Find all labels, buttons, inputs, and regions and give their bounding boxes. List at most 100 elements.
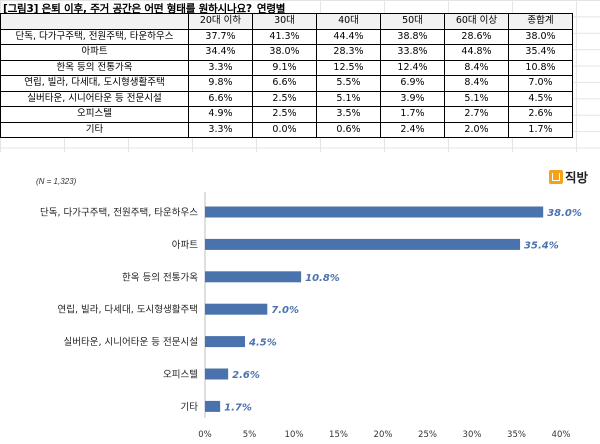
table-cell: 8.4% — [444, 75, 509, 92]
table-cell: 2.4% — [380, 121, 445, 138]
x-tick-label: 5% — [243, 430, 257, 440]
table-row: 오피스텔 4.9% 2.5% 3.5% 1.7% 2.7% 2.6% — [0, 106, 573, 123]
table-row: 단독, 다가구주택, 전원주택, 타운하우스 37.7% 41.3% 44.4% 38.… — [0, 28, 573, 45]
table-row: 기타 3.3% 0.0% 0.6% 2.4% 2.0% 1.7% — [0, 121, 573, 138]
table-row: 연립, 빌라, 다세대, 도시형생활주택 9.8% 6.6% 5.5% 6.9% 8.4%… — [0, 75, 573, 92]
data-label: 10.8% — [305, 273, 340, 284]
data-label: 38.0% — [547, 208, 582, 219]
table-cell: 7.0% — [508, 75, 573, 92]
category-label: 오피스텔 — [163, 369, 198, 381]
bar — [205, 238, 521, 250]
house-icon — [549, 169, 563, 184]
table-row: 아파트 34.4% 38.0% 28.3% 33.8% 44.8% 35.4% — [0, 44, 573, 61]
sample-size-note: (N = 1,323) — [36, 177, 77, 186]
table-cell: 9.8% — [188, 75, 253, 92]
table-cell: 2.0% — [444, 121, 509, 138]
bar — [205, 368, 229, 380]
bar — [205, 336, 246, 348]
table-cell: 5.1% — [444, 90, 509, 107]
table-header-cell: 60대 이상 — [444, 13, 509, 30]
table-cell: 28.6% — [444, 28, 509, 45]
spreadsheet-area: [그림3] 은퇴 이후, 주거 공간은 어떤 형태를 원하시나요?_연령별 20… — [0, 0, 600, 152]
table-cell: 2.6% — [508, 106, 573, 123]
x-tick-label: 10% — [285, 430, 304, 440]
table-cell: 8.4% — [444, 59, 509, 76]
x-tick-label: 15% — [329, 430, 348, 440]
table-cell: 0.0% — [252, 121, 317, 138]
logo-text: 직방 — [565, 170, 589, 185]
table-row-label: 연립, 빌라, 다세대, 도시형생활주택 — [0, 75, 189, 92]
table-row: 한옥 등의 전통가옥 3.3% 9.1% 12.5% 12.4% 8.4% 10.8% — [0, 59, 573, 76]
table-row-label: 아파트 — [0, 44, 189, 61]
x-tick-label: 35% — [507, 430, 526, 440]
table-header-cell: 40대 — [316, 13, 381, 30]
table-cell: 5.1% — [316, 90, 381, 107]
table-row-label: 기타 — [0, 121, 189, 138]
table-header-cell — [0, 13, 189, 30]
category-label: 아파트 — [172, 240, 198, 251]
table-header-row: 20대 이하 30대 40대 50대 60대 이상 종합계 — [0, 13, 573, 30]
category-label: 실버타운, 시니어타운 등 전문시설 — [64, 337, 198, 348]
category-label: 연립, 빌라, 다세대, 도시형생활주택 — [58, 304, 198, 316]
table-cell: 10.8% — [508, 59, 573, 76]
table-cell: 44.4% — [316, 28, 381, 45]
table-cell: 2.5% — [252, 90, 317, 107]
table-cell: 0.6% — [316, 121, 381, 138]
table-cell: 6.9% — [380, 75, 445, 92]
table-cell: 5.5% — [316, 75, 381, 92]
table-cell: 41.3% — [252, 28, 317, 45]
data-label: 7.0% — [271, 305, 299, 316]
table-row-label: 오피스텔 — [0, 106, 189, 123]
data-label: 35.4% — [524, 240, 559, 251]
table-header-cell: 50대 — [380, 13, 445, 30]
table-cell: 3.3% — [188, 121, 253, 138]
category-label: 한옥 등의 전통가옥 — [122, 272, 198, 283]
table-cell: 34.4% — [188, 44, 253, 61]
table-cell: 6.6% — [188, 90, 253, 107]
table-cell: 12.5% — [316, 59, 381, 76]
x-tick-label: 20% — [374, 430, 393, 440]
table-cell: 35.4% — [508, 44, 573, 61]
table-row: 실버타운, 시니어타운 등 전문시설 6.6% 2.5% 5.1% 3.9% 5.1% 4.… — [0, 90, 573, 107]
table-row-label: 한옥 등의 전통가옥 — [0, 59, 189, 76]
table-cell: 44.8% — [444, 44, 509, 61]
table-cell: 12.4% — [380, 59, 445, 76]
table-cell: 1.7% — [380, 106, 445, 123]
table-cell: 38.0% — [508, 28, 573, 45]
table-cell: 37.7% — [188, 28, 253, 45]
table-row-label: 실버타운, 시니어타운 등 전문시설 — [0, 90, 189, 107]
table-cell: 28.3% — [316, 44, 381, 61]
table-cell: 1.7% — [508, 121, 573, 138]
bar-chart: 단독, 다가구주택, 전원주택, 타운하우스 38.0% 아파트 35.4% 한옥 등의… — [40, 192, 582, 440]
bar — [205, 400, 221, 412]
x-tick-label: 40% — [552, 430, 571, 440]
table-cell: 4.9% — [188, 106, 253, 123]
sheet-title: [그림3] 은퇴 이후, 주거 공간은 어떤 형태를 원하시나요?_연령별 — [3, 1, 290, 16]
brand-logo: 직방 — [549, 167, 588, 186]
bar — [205, 303, 268, 315]
table-cell: 4.5% — [508, 90, 573, 107]
table-row-label: 단독, 다가구주택, 전원주택, 타운하우스 — [0, 28, 189, 45]
table-cell: 38.8% — [380, 28, 445, 45]
x-tick-label: 25% — [418, 430, 437, 440]
table-cell: 3.3% — [188, 59, 253, 76]
table-cell: 6.6% — [252, 75, 317, 92]
table-header-cell: 종합계 — [508, 13, 573, 30]
data-label: 4.5% — [248, 338, 277, 349]
table-cell: 9.1% — [252, 59, 317, 76]
table-header-cell: 20대 이하 — [188, 13, 253, 30]
table-cell: 2.7% — [444, 106, 509, 123]
category-label: 기타 — [181, 402, 199, 413]
data-label: 2.6% — [232, 370, 260, 381]
data-table: 20대 이하 30대 40대 50대 60대 이상 종합계 단독, 다가구주택, 전원주택,… — [0, 13, 573, 138]
x-tick-label: 30% — [463, 430, 482, 440]
data-label: 1.7% — [224, 402, 252, 413]
table-cell: 2.5% — [252, 106, 317, 123]
category-label: 단독, 다가구주택, 전원주택, 타운하우스 — [40, 207, 198, 219]
table-cell: 3.5% — [316, 106, 381, 123]
chart-area: (N = 1,323) 직방 단독, 다가구주택, 전원주택, 타운하우스 38.… — [0, 156, 600, 444]
bar — [205, 271, 302, 283]
table-cell: 38.0% — [252, 44, 317, 61]
table-cell: 3.9% — [380, 90, 445, 107]
table-cell: 33.8% — [380, 44, 445, 61]
